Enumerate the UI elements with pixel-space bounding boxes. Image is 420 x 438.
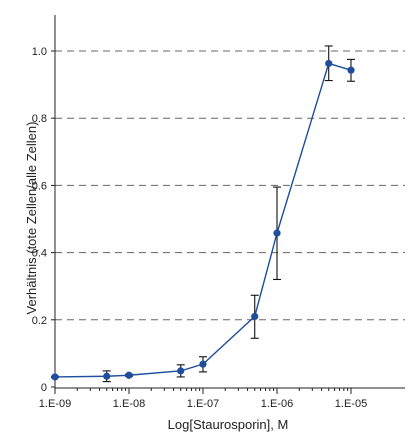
y-tick-label-0: 0: [41, 382, 47, 394]
y-tick-label-2: 0.4: [32, 248, 47, 260]
x-tick-label-3: 1.E-06: [261, 398, 293, 410]
data-point-3: [177, 367, 185, 375]
x-axis-label: Log[Staurosporin], M: [168, 417, 289, 432]
axes: [51, 15, 405, 394]
x-tick-label-4: 1.E-05: [335, 398, 367, 410]
data-point-8: [347, 66, 355, 74]
data-points: [51, 59, 355, 381]
y-tick-label-1: 0.2: [32, 315, 47, 327]
error-bars: [51, 45, 355, 383]
x-tick-label-2: 1.E-07: [187, 398, 219, 410]
data-point-7: [325, 59, 333, 68]
x-tick-label-0: 1.E-09: [39, 398, 71, 410]
data-point-1: [103, 372, 111, 380]
y-tick-label-5: 1.0: [32, 46, 47, 58]
y-tick-label-4: 0.8: [32, 113, 47, 125]
data-point-0: [51, 373, 59, 381]
data-point-2: [125, 371, 133, 379]
tick-labels: 0 0.2 0.4 0.6 0.8 1.0 1.E-09 1.E-08 1.E-07 1.E-06…: [32, 46, 368, 410]
data-point-6: [273, 229, 281, 237]
y-tick-label-3: 0.6: [32, 180, 47, 192]
grid-lines: [55, 50, 405, 321]
data-point-5: [251, 312, 259, 321]
y-axis-label: Verhältnis (tote Zellen/alle Zellen): [24, 122, 39, 315]
data-point-4: [199, 360, 207, 368]
x-tick-label-1: 1.E-08: [113, 398, 145, 410]
series-line: [54, 62, 352, 378]
